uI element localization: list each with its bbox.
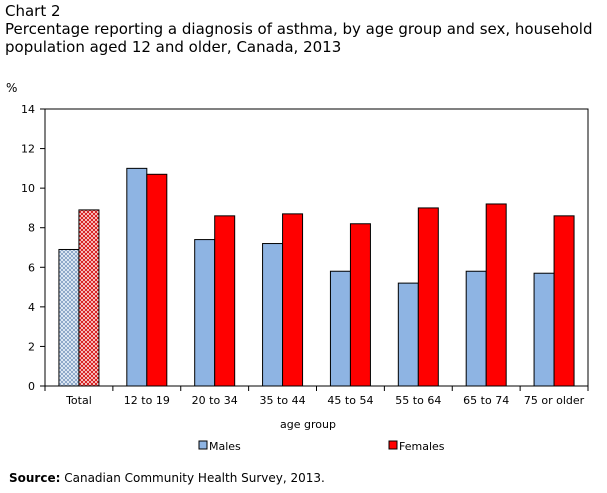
- legend-swatch-males: [198, 440, 208, 450]
- y-tick-label: 8: [28, 222, 35, 235]
- bar-females: [146, 173, 168, 387]
- y-tick-label: 10: [21, 182, 35, 195]
- bar-females: [282, 213, 304, 387]
- y-tick-label: 12: [21, 143, 35, 156]
- y-tick-label: 4: [28, 301, 35, 314]
- x-tick-label: 20 to 34: [192, 394, 238, 407]
- bar-females: [214, 215, 236, 387]
- bar-males: [329, 270, 351, 387]
- y-axis-label: %: [6, 81, 17, 95]
- bar-males: [194, 239, 216, 387]
- source-label: Source:: [9, 471, 61, 485]
- x-axis-label: age group: [280, 418, 336, 431]
- bar-females: [78, 209, 100, 387]
- bar-females: [553, 215, 575, 387]
- chart-header: Chart 2 Percentage reporting a diagnosis…: [5, 2, 600, 56]
- x-tick-label: 75 or older: [524, 394, 585, 407]
- bar-males: [58, 248, 80, 387]
- source-text: Canadian Community Health Survey, 2013.: [64, 471, 325, 485]
- x-tick-label: 65 to 74: [463, 394, 509, 407]
- bar-males: [397, 282, 419, 387]
- x-tick-label: 12 to 19: [124, 394, 170, 407]
- source-note: Source: Canadian Community Health Survey…: [9, 471, 325, 485]
- legend-label-males: Males: [209, 440, 241, 453]
- y-tick-label: 2: [28, 340, 35, 353]
- bar-females: [417, 207, 439, 387]
- chart-number: Chart 2: [5, 2, 61, 20]
- bar-females: [485, 203, 507, 387]
- bar-females: [349, 223, 371, 387]
- x-tick-label: 55 to 64: [395, 394, 441, 407]
- chart-title: Percentage reporting a diagnosis of asth…: [5, 20, 593, 56]
- x-tick-label: 45 to 54: [327, 394, 373, 407]
- x-tick-label: 35 to 44: [260, 394, 306, 407]
- y-tick-label: 14: [21, 103, 35, 116]
- bar-males: [533, 272, 555, 387]
- x-tick-label: Total: [65, 394, 92, 407]
- bar-males: [126, 167, 148, 387]
- bar-males: [465, 270, 487, 387]
- legend-label-females: Females: [399, 440, 445, 453]
- bar-males: [262, 243, 284, 387]
- y-tick-label: 0: [28, 380, 35, 393]
- y-tick-label: 6: [28, 261, 35, 274]
- legend-swatch-females: [388, 440, 398, 450]
